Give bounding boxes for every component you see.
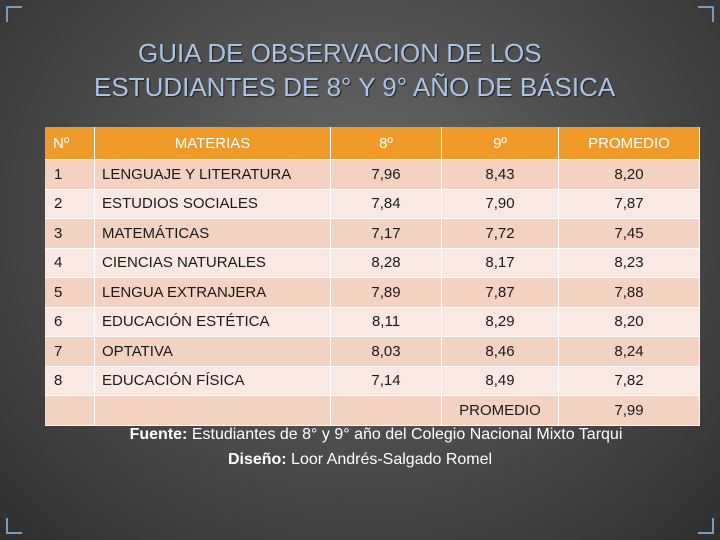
corner-bracket-top-right (698, 6, 714, 22)
row-promedio: 7,87 (558, 189, 700, 219)
row-promedio: 8,23 (558, 248, 700, 278)
row-num: 5 (45, 277, 95, 308)
table-row: 8 EDUCACIÓN FÍSICA 7,14 8,49 7,82 (45, 366, 700, 396)
row-materia: EDUCACIÓN ESTÉTICA (94, 307, 331, 337)
footer-diseno: Diseño: Loor Andrés-Salgado Romel (0, 447, 720, 472)
corner-bracket-top-left (6, 6, 22, 22)
footer: Fuente: Estudiantes de 8° y 9° año del C… (0, 422, 720, 472)
header-grade-9: 9º (441, 127, 559, 160)
row-num: 2 (45, 189, 95, 219)
row-grade-9: 7,72 (441, 218, 559, 249)
fuente-label: Fuente: (129, 426, 188, 443)
total-label: PROMEDIO (441, 395, 559, 426)
row-promedio: 8,24 (558, 336, 700, 367)
slide-title-line2: ESTUDIANTES DE 8° Y 9° AÑO DE BÁSICA (94, 72, 616, 102)
row-grade-8: 8,28 (330, 248, 442, 278)
row-grade-8: 7,96 (330, 159, 442, 190)
table-row: 6 EDUCACIÓN ESTÉTICA 8,11 8,29 8,20 (45, 307, 700, 337)
row-materia: LENGUA EXTRANJERA (94, 277, 331, 308)
table-total-row: PROMEDIO 7,99 (45, 395, 700, 426)
row-materia: LENGUAJE Y LITERATURA (94, 159, 331, 190)
header-promedio: PROMEDIO (558, 127, 700, 160)
header-grade-8: 8º (330, 127, 442, 160)
row-num: 8 (45, 366, 95, 396)
row-materia: EDUCACIÓN FÍSICA (94, 366, 331, 396)
header-materias: MATERIAS (94, 127, 331, 160)
row-promedio: 7,82 (558, 366, 700, 396)
row-grade-8: 7,89 (330, 277, 442, 308)
row-materia: OPTATIVA (94, 336, 331, 367)
row-grade-9: 8,49 (441, 366, 559, 396)
row-grade-9: 7,90 (441, 189, 559, 219)
total-value: 7,99 (558, 395, 700, 426)
total-materia-empty (94, 395, 331, 426)
table-row: 3 MATEMÁTICAS 7,17 7,72 7,45 (45, 218, 700, 249)
row-promedio: 8,20 (558, 159, 700, 190)
row-grade-9: 7,87 (441, 277, 559, 308)
table-row: 4 CIENCIAS NATURALES 8,28 8,17 8,23 (45, 248, 700, 278)
fuente-text: Estudiantes de 8° y 9° año del Colegio N… (187, 426, 623, 443)
diseno-text: Loor Andrés-Salgado Romel (286, 451, 493, 468)
corner-bracket-bottom-right (698, 518, 714, 534)
total-num-empty (45, 395, 95, 426)
slide-title-line1: GUIA DE OBSERVACION DE LOS (138, 38, 542, 68)
footer-fuente: Fuente: Estudiantes de 8° y 9° año del C… (0, 422, 720, 447)
table-row: 5 LENGUA EXTRANJERA 7,89 7,87 7,88 (45, 277, 700, 308)
row-num: 7 (45, 336, 95, 367)
header-num: Nº (45, 127, 95, 160)
row-grade-8: 7,84 (330, 189, 442, 219)
row-grade-9: 8,17 (441, 248, 559, 278)
row-num: 3 (45, 218, 95, 249)
table-row: 7 OPTATIVA 8,03 8,46 8,24 (45, 336, 700, 367)
row-materia: MATEMÁTICAS (94, 218, 331, 249)
row-grade-9: 8,46 (441, 336, 559, 367)
corner-bracket-bottom-left (6, 518, 22, 534)
row-grade-9: 8,43 (441, 159, 559, 190)
row-num: 4 (45, 248, 95, 278)
row-grade-8: 7,17 (330, 218, 442, 249)
total-grade-8-empty (330, 395, 442, 426)
row-grade-8: 8,03 (330, 336, 442, 367)
row-promedio: 7,88 (558, 277, 700, 308)
diseno-label: Diseño: (227, 451, 287, 468)
row-grade-8: 8,11 (330, 307, 442, 337)
table-row: 2 ESTUDIOS SOCIALES 7,84 7,90 7,87 (45, 189, 700, 219)
grades-table: Nº MATERIAS 8º 9º PROMEDIO 1 LENGUAJE Y … (45, 127, 700, 426)
table-row: 1 LENGUAJE Y LITERATURA 7,96 8,43 8,20 (45, 159, 700, 190)
row-promedio: 7,45 (558, 218, 700, 249)
slide-title: GUIA DE OBSERVACION DE LOS ESTUDIANTES D… (0, 36, 720, 104)
row-materia: ESTUDIOS SOCIALES (94, 189, 331, 219)
row-num: 1 (45, 159, 95, 190)
row-promedio: 8,20 (558, 307, 700, 337)
row-materia: CIENCIAS NATURALES (94, 248, 331, 278)
row-num: 6 (45, 307, 95, 337)
row-grade-9: 8,29 (441, 307, 559, 337)
table-header-row: Nº MATERIAS 8º 9º PROMEDIO (45, 127, 700, 160)
row-grade-8: 7,14 (330, 366, 442, 396)
